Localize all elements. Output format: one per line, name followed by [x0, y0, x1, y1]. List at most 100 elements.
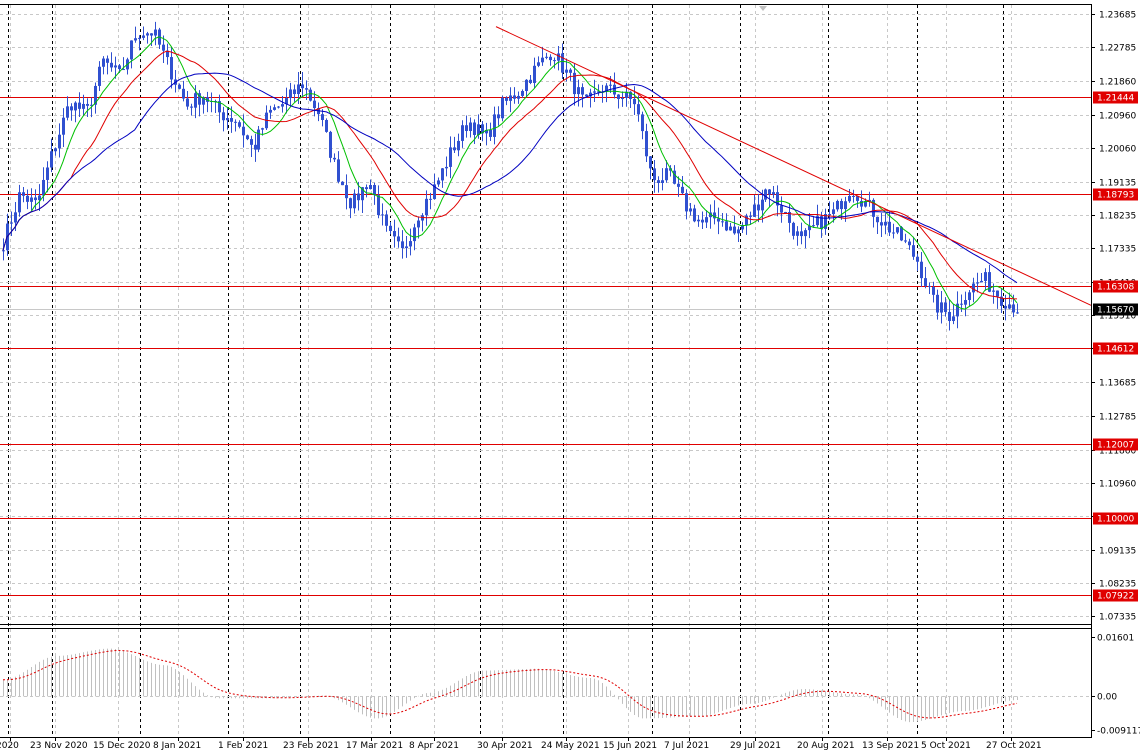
candle-body — [377, 195, 380, 216]
candle-body — [928, 285, 931, 287]
candle-body — [349, 198, 352, 209]
candle-body — [305, 88, 308, 90]
price-tick-label: 1.20060 — [1099, 145, 1136, 155]
candle-body — [230, 118, 233, 122]
candle-body — [780, 205, 783, 213]
level-label: 1.16308 — [1097, 283, 1134, 293]
candle-body — [992, 290, 995, 292]
candle-body — [569, 69, 572, 73]
candle-body — [908, 241, 911, 246]
candle-body — [952, 316, 955, 322]
candle-body — [309, 89, 312, 101]
candle-body — [625, 91, 628, 98]
date-tick-label: 7 Jul 2021 — [664, 741, 709, 751]
candle-body — [884, 221, 887, 226]
candle-body — [285, 98, 288, 105]
candle-body — [892, 232, 895, 234]
candle-body — [693, 208, 696, 222]
candle-body — [122, 69, 125, 71]
price-tick-label: 1.15510 — [1099, 312, 1136, 322]
candle-body — [86, 103, 89, 106]
candle-body — [178, 84, 181, 89]
candle-body — [397, 236, 400, 242]
candle-body — [864, 201, 867, 207]
candle-body — [812, 225, 815, 227]
candle-body — [912, 245, 915, 257]
vertical-grid — [8, 5, 1012, 737]
trendline-layer — [495, 26, 1092, 306]
candle-body — [525, 79, 528, 92]
date-tick-label: 24 May 2021 — [541, 741, 600, 751]
oscillator-axis-ticks: 0.01601 0.00 -0.009117 — [1091, 634, 1140, 737]
candle-body — [836, 200, 839, 210]
candle-body — [409, 241, 412, 247]
candle-body — [14, 212, 17, 223]
candle-body — [74, 102, 77, 111]
candle-body — [617, 94, 620, 100]
level-label: 1.10000 — [1097, 515, 1134, 525]
candle-body — [872, 199, 875, 217]
level-label-box — [1093, 589, 1138, 602]
candle-body — [529, 79, 532, 83]
candle-body — [649, 156, 652, 169]
candle-body — [18, 192, 21, 213]
candle-body — [533, 65, 536, 83]
candle-body — [848, 195, 851, 202]
candle-body — [481, 124, 484, 134]
price-tick-label: 1.08235 — [1099, 580, 1136, 590]
candle-body — [585, 94, 588, 97]
candle-body — [10, 222, 13, 224]
candle-body — [573, 72, 576, 95]
candle-body — [896, 227, 899, 233]
candle-body — [1008, 304, 1011, 309]
candle-body — [753, 204, 756, 217]
candle-body — [269, 109, 272, 113]
candle-body — [102, 58, 105, 67]
candle-body — [725, 221, 728, 231]
candle-body — [130, 40, 133, 60]
candle-body — [250, 139, 253, 145]
candle-body — [405, 246, 408, 249]
candle-body — [1000, 296, 1003, 306]
level-price-labels: 1.21444 1.18793 1.16308 1.14612 1.12007 1.100… — [1093, 91, 1138, 602]
candle-body — [313, 100, 316, 109]
candle-body — [768, 189, 771, 195]
candle-body — [988, 272, 991, 292]
candle-body — [369, 185, 372, 190]
candle-body — [565, 69, 568, 73]
candle-body — [34, 197, 37, 201]
candle-body — [557, 53, 560, 61]
candle-body — [433, 184, 436, 200]
candle-body — [365, 187, 368, 190]
candle-body — [876, 216, 879, 223]
candle-body — [840, 200, 843, 210]
candle-body — [948, 311, 951, 322]
candle-body — [297, 84, 300, 95]
candle-body — [868, 199, 871, 202]
candlestick-series — [2, 21, 1019, 331]
current-price-label: 1.15670 — [1097, 306, 1134, 316]
candle-body — [932, 286, 935, 295]
level-label: 1.14612 — [1097, 345, 1134, 355]
candle-body — [956, 303, 959, 317]
date-tick-label: 29 Jul 2021 — [730, 741, 781, 751]
candle-body — [182, 88, 185, 99]
candle-body — [860, 200, 863, 207]
scroll-marker-icon[interactable] — [759, 6, 767, 11]
candle-body — [904, 240, 907, 242]
candle-body — [242, 126, 245, 136]
candle-body — [996, 290, 999, 297]
date-tick-label: 27 Oct 2021 — [986, 741, 1042, 751]
candle-body — [345, 185, 348, 199]
price-tick-label: 1.19135 — [1099, 179, 1136, 189]
candle-body — [333, 157, 336, 160]
candle-body — [198, 93, 201, 105]
candle-body — [257, 129, 260, 150]
candle-body — [721, 221, 724, 223]
candle-body — [373, 185, 376, 196]
candle-body — [485, 129, 488, 134]
candle-body — [968, 292, 971, 301]
